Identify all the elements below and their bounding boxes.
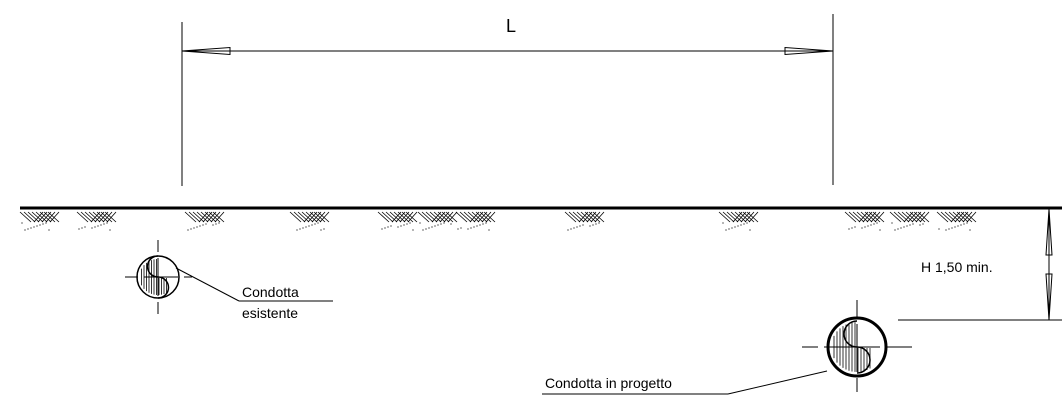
- soil-tuft: [19, 211, 60, 231]
- soil-tuft: [184, 211, 225, 231]
- existing-pipe: Condotta esistente: [125, 240, 333, 321]
- soil-tuft: [564, 211, 605, 231]
- existing-pipe-leader: [175, 267, 240, 302]
- soil-hatching: [19, 211, 977, 231]
- soil-tuft: [844, 211, 885, 231]
- proposed-pipe-hatch: [833, 322, 871, 372]
- existing-pipe-s-curve: [146, 255, 170, 299]
- existing-pipe-label-line2: esistente: [242, 305, 298, 321]
- proposed-pipe: Condotta in progetto: [542, 300, 912, 395]
- depth-arrow-bottom: [1045, 273, 1053, 321]
- soil-tuft: [377, 211, 418, 231]
- proposed-pipe-leader: [727, 370, 828, 395]
- soil-tuft: [76, 211, 117, 231]
- soil-tuft: [289, 211, 330, 231]
- proposed-pipe-label: Condotta in progetto: [545, 375, 672, 391]
- span-arrow-left: [181, 46, 231, 56]
- depth-dimension: H 1,50 min.: [898, 208, 1062, 321]
- proposed-pipe-outline: [826, 316, 888, 378]
- soil-tuft: [417, 211, 458, 231]
- soil-tuft: [936, 211, 977, 231]
- existing-pipe-label-line1: Condotta: [242, 284, 299, 300]
- span-arrow-right: [784, 46, 834, 56]
- span-label: L: [506, 16, 516, 36]
- depth-arrow-top: [1045, 208, 1053, 256]
- soil-tuft: [455, 211, 496, 231]
- span-dimension: L: [181, 14, 834, 186]
- existing-pipe-hatch: [141, 259, 167, 295]
- depth-label: H 1,50 min.: [921, 259, 993, 275]
- soil-tuft: [718, 211, 759, 231]
- soil-tuft: [889, 211, 930, 231]
